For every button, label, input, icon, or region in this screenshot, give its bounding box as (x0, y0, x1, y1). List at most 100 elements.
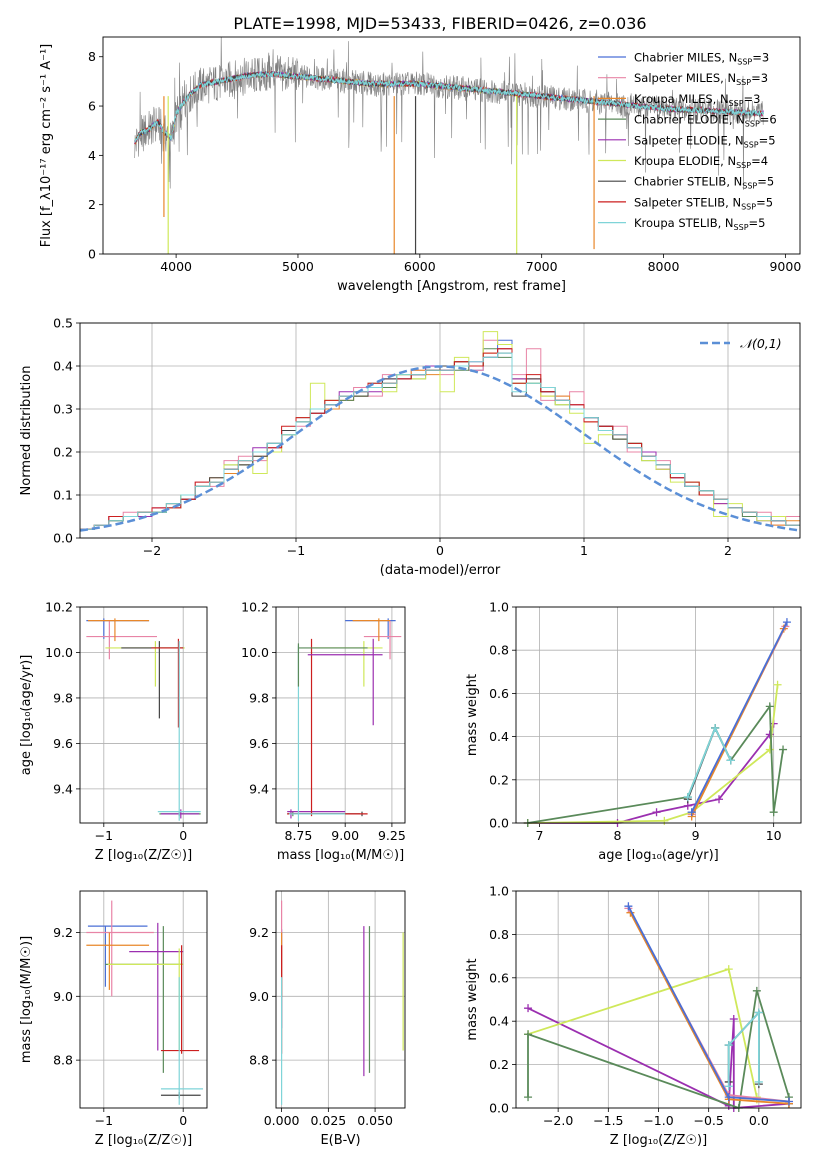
x-tick-label: −2.0 (543, 1113, 573, 1128)
weight-marker (711, 723, 720, 732)
y-tick-label: 0 (88, 247, 96, 262)
mass-vs-metallicity-frame (79, 890, 208, 1109)
x-tick-label: −1.5 (593, 1113, 623, 1128)
weight-marker (773, 680, 782, 689)
axes-weight-vs-age: 7 8 9 10 0.0 0.2 0.4 0.6 0.8 1.0 (489, 600, 801, 843)
y-axis-label: mass weight (465, 674, 480, 756)
weight-line-kroupa-stelib (727, 1010, 760, 1087)
y-tick-label: 9.2 (249, 925, 269, 940)
axes-spectrum: 4000 5000 6000 7000 8000 9000 0 2 4 6 8 (88, 49, 801, 274)
age-vs-metallicity-frame (79, 606, 208, 824)
mass-vs-extinction-points (281, 900, 404, 1105)
y-tick-label: 0.4 (489, 729, 509, 744)
x-axis-label: E(B-V) (320, 1133, 360, 1148)
mass-vs-metallicity-points (86, 900, 204, 1105)
y-axis-label: mass weight (465, 958, 480, 1040)
x-tick-label: 0.0 (749, 1113, 769, 1128)
y-tick-label: 8.8 (53, 1053, 73, 1068)
x-tick-label: 2 (724, 543, 732, 558)
y-tick-label: 0.0 (489, 816, 509, 831)
legend-label: Salpeter ELODIE, NSSP=5 (634, 133, 776, 149)
axes-age-vs-mass: 8.75 9.00 9.25 9.4 9.6 9.8 10.0 10.2 (241, 600, 406, 844)
legend-label: Kroupa ELODIE, NSSP=4 (634, 154, 768, 170)
x-tick-label: 1 (580, 543, 588, 558)
y-tick-label: 10.0 (241, 645, 269, 660)
x-tick-label: −1.0 (643, 1113, 673, 1128)
y-tick-label: 9.8 (53, 690, 73, 705)
y-tick-label: 9.4 (249, 781, 269, 796)
weight-line-kroupa-elodie (527, 967, 758, 1100)
mass-vs-extinction-frame (275, 890, 406, 1109)
y-tick-label: 0.2 (489, 772, 509, 787)
weight-marker (524, 1093, 533, 1102)
axes-residual-histogram: −2 −1 0 1 2 0.0 0.1 0.2 0.3 0.4 0.5 (53, 316, 800, 558)
y-tick-label: 0.3 (53, 402, 73, 417)
weight-marker (754, 1077, 763, 1086)
x-tick-label: 0 (436, 543, 444, 558)
legend-label: Salpeter MILES, NSSP=3 (634, 71, 768, 87)
x-tick-label: 7000 (526, 259, 558, 274)
weight-vs-metallicity-lines (524, 902, 793, 1112)
x-axis-label: wavelength [Angstrom, rest frame] (337, 279, 566, 294)
y-tick-label: 0.8 (489, 643, 509, 658)
y-tick-label: 0.1 (53, 488, 73, 503)
age-vs-mass-points (287, 618, 402, 821)
x-tick-label: 9.00 (331, 828, 359, 843)
weight-marker (715, 795, 724, 804)
weight-line-chabrier-miles (690, 621, 788, 813)
weight-marker (729, 1015, 738, 1024)
y-tick-label: 1.0 (489, 600, 509, 615)
x-tick-label: 5000 (282, 259, 314, 274)
y-axis-label: age [log₁₀(age/yr)] (19, 655, 34, 776)
x-tick-label: 4000 (160, 259, 192, 274)
age-vs-mass-frame (275, 606, 406, 824)
weight-line-chabrier-stelib (686, 725, 732, 800)
x-axis-label: (data-model)/error (380, 563, 501, 578)
x-tick-label: 0 (179, 828, 187, 843)
weight-marker (765, 745, 774, 754)
y-tick-label: 10.0 (45, 645, 73, 660)
axes-age-vs-metallicity: −1 0 9.4 9.6 9.8 10.0 10.2 (45, 600, 207, 843)
y-axis-label: mass [log₁₀(M/M☉)] (19, 936, 34, 1063)
weight-marker (660, 816, 669, 825)
weight-marker (724, 965, 733, 974)
figure-title: PLATE=1998, MJD=53433, FIBERID=0426, z=0… (233, 14, 646, 33)
y-tick-label: 9.8 (249, 690, 269, 705)
y-tick-label: 0.8 (489, 927, 509, 942)
weight-marker (624, 902, 633, 911)
weight-marker (724, 1093, 733, 1102)
y-tick-label: 0.4 (489, 1014, 509, 1029)
y-tick-label: 10.2 (45, 600, 73, 615)
x-tick-label: 9.25 (378, 828, 406, 843)
x-tick-label: −1 (95, 828, 113, 843)
weight-vs-age-frame (515, 606, 802, 824)
legend-label: Kroupa MILES, NSSP=3 (634, 92, 760, 108)
x-tick-label: 9000 (769, 259, 801, 274)
legend-label: Chabrier STELIB, NSSP=5 (634, 175, 774, 191)
x-tick-label: 9 (692, 828, 700, 843)
weight-marker (765, 702, 774, 711)
x-tick-label: 0.000 (264, 1113, 300, 1128)
y-tick-label: 9.4 (53, 781, 73, 796)
y-tick-label: 9.6 (249, 736, 269, 751)
y-tick-label: 9.2 (53, 925, 73, 940)
x-axis-label: Z [log₁₀(Z/Z☉)] (95, 848, 192, 863)
x-tick-label: 7 (535, 828, 543, 843)
y-tick-label: 0.5 (53, 316, 73, 331)
x-tick-label: 8000 (648, 259, 680, 274)
spectrum-legend: Chabrier MILES, NSSP=3 Salpeter MILES, NS… (598, 51, 777, 232)
weight-vs-age-lines (523, 618, 791, 827)
spectrum-plot-area (134, 37, 764, 254)
y-tick-label: 9.0 (249, 989, 269, 1004)
normal-reference-curve (80, 365, 800, 532)
x-tick-label: 8 (614, 828, 622, 843)
legend-label: 𝒩(0,1) (740, 336, 782, 351)
x-tick-label: 10 (766, 828, 782, 843)
weight-marker (769, 808, 778, 817)
y-tick-label: 9.6 (53, 736, 73, 751)
y-tick-label: 9.0 (53, 989, 73, 1004)
weight-marker (752, 986, 761, 995)
weight-marker (779, 745, 788, 754)
x-tick-label: 0.050 (357, 1113, 393, 1128)
